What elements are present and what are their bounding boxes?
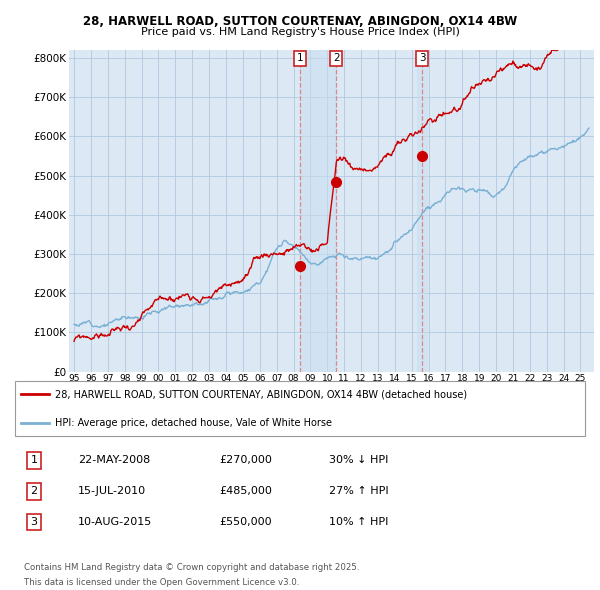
Text: 3: 3 <box>31 517 37 527</box>
Text: 10% ↑ HPI: 10% ↑ HPI <box>329 517 388 527</box>
Text: £270,000: £270,000 <box>220 455 272 465</box>
Text: 3: 3 <box>419 53 425 63</box>
Text: 1: 1 <box>31 455 37 465</box>
Text: Price paid vs. HM Land Registry's House Price Index (HPI): Price paid vs. HM Land Registry's House … <box>140 27 460 37</box>
Text: 27% ↑ HPI: 27% ↑ HPI <box>329 486 388 496</box>
Text: This data is licensed under the Open Government Licence v3.0.: This data is licensed under the Open Gov… <box>23 578 299 587</box>
Text: £550,000: £550,000 <box>220 517 272 527</box>
Text: 10-AUG-2015: 10-AUG-2015 <box>78 517 152 527</box>
Text: 1: 1 <box>296 53 303 63</box>
Text: 28, HARWELL ROAD, SUTTON COURTENAY, ABINGDON, OX14 4BW (detached house): 28, HARWELL ROAD, SUTTON COURTENAY, ABIN… <box>55 389 467 399</box>
Text: 22-MAY-2008: 22-MAY-2008 <box>78 455 151 465</box>
Text: 2: 2 <box>31 486 37 496</box>
Bar <box>300 50 337 372</box>
Text: 30% ↓ HPI: 30% ↓ HPI <box>329 455 388 465</box>
Text: £485,000: £485,000 <box>220 486 272 496</box>
Bar <box>417 50 427 372</box>
Text: Contains HM Land Registry data © Crown copyright and database right 2025.: Contains HM Land Registry data © Crown c… <box>23 563 359 572</box>
Text: HPI: Average price, detached house, Vale of White Horse: HPI: Average price, detached house, Vale… <box>55 418 332 428</box>
Text: 28, HARWELL ROAD, SUTTON COURTENAY, ABINGDON, OX14 4BW: 28, HARWELL ROAD, SUTTON COURTENAY, ABIN… <box>83 15 517 28</box>
Text: 2: 2 <box>333 53 340 63</box>
Text: 15-JUL-2010: 15-JUL-2010 <box>78 486 146 496</box>
FancyBboxPatch shape <box>15 381 585 437</box>
